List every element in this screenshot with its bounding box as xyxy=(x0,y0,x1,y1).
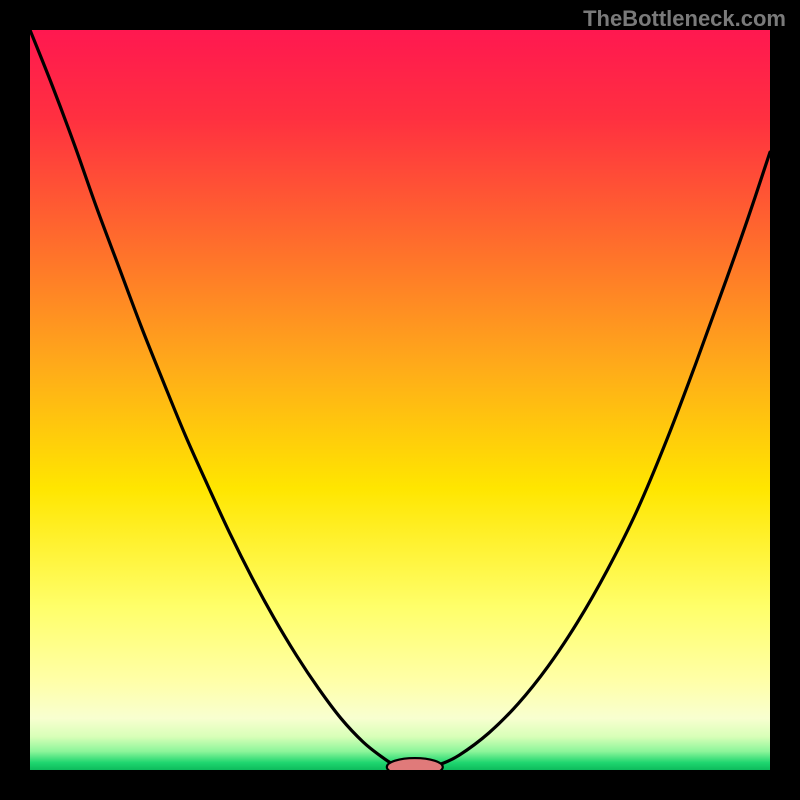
gradient-background xyxy=(30,30,770,770)
watermark-text: TheBottleneck.com xyxy=(583,6,786,32)
minimum-marker xyxy=(387,758,443,770)
chart-svg xyxy=(30,30,770,770)
plot-area xyxy=(30,30,770,770)
chart-container: { "watermark": { "text": "TheBottleneck.… xyxy=(0,0,800,800)
